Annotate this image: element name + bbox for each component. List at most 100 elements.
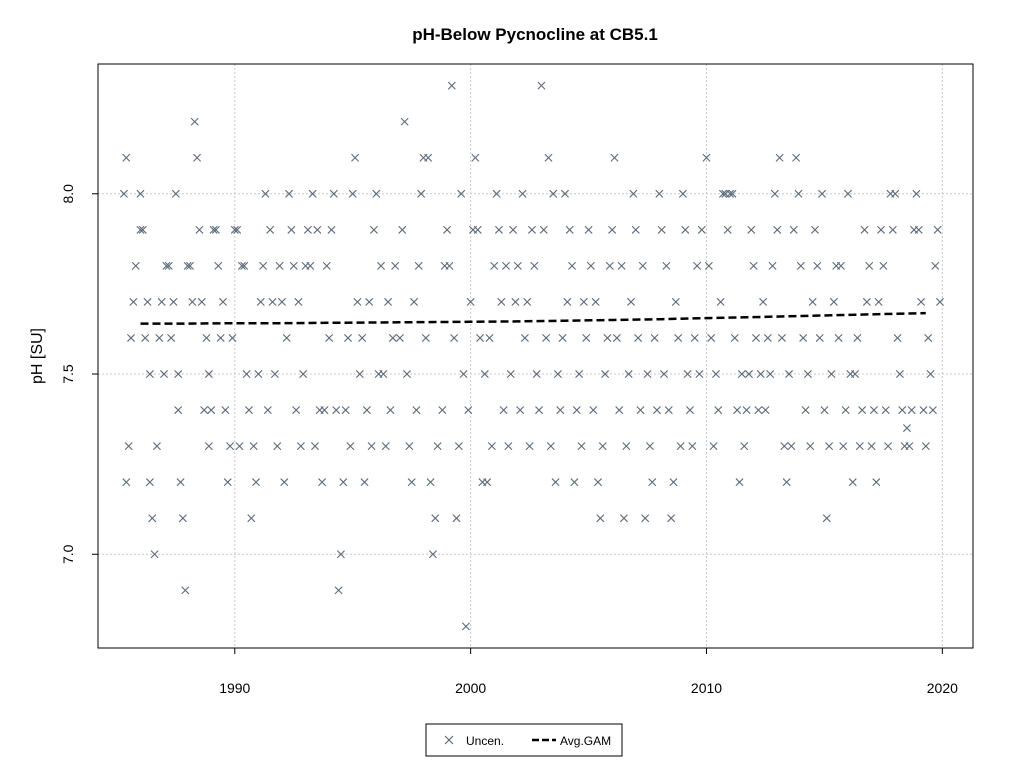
- data-point: [131, 261, 140, 270]
- data-point: [299, 370, 308, 379]
- data-point: [476, 333, 485, 342]
- data-point: [447, 81, 456, 90]
- data-point: [638, 261, 647, 270]
- data-point: [617, 261, 626, 270]
- data-point: [494, 225, 503, 234]
- data-point: [211, 225, 220, 234]
- data-point: [584, 225, 593, 234]
- data-point: [200, 406, 209, 415]
- data-point: [466, 297, 475, 306]
- data-point: [815, 333, 824, 342]
- data-point: [773, 225, 782, 234]
- data-point: [254, 370, 263, 379]
- data-point: [591, 297, 600, 306]
- data-point: [473, 225, 482, 234]
- data-point: [209, 225, 218, 234]
- data-point: [813, 261, 822, 270]
- data-point: [221, 406, 230, 415]
- data-point: [379, 370, 388, 379]
- data-point: [518, 189, 527, 198]
- data-point: [678, 189, 687, 198]
- data-point: [601, 370, 610, 379]
- legend: Uncen. Avg.GAM: [425, 723, 623, 757]
- data-point: [570, 478, 579, 487]
- data-point: [341, 406, 350, 415]
- data-point: [207, 406, 216, 415]
- data-point: [858, 406, 867, 415]
- data-point: [761, 406, 770, 415]
- data-point: [676, 442, 685, 451]
- data-point: [688, 442, 697, 451]
- data-point: [669, 478, 678, 487]
- data-point: [586, 261, 595, 270]
- data-point: [895, 370, 904, 379]
- data-point: [860, 225, 869, 234]
- data-point: [780, 442, 789, 451]
- data-point: [836, 261, 845, 270]
- data-point: [509, 225, 518, 234]
- data-point: [667, 514, 676, 523]
- x-axis: 1990 2000 2010 2020: [219, 648, 958, 696]
- data-point: [424, 153, 433, 162]
- data-point: [344, 333, 352, 342]
- data-point: [568, 261, 577, 270]
- data-point: [902, 424, 911, 433]
- y-axis: 7.0 7.5 8.0: [60, 184, 98, 564]
- data-point: [143, 297, 152, 306]
- data-point: [244, 406, 253, 415]
- data-point: [535, 406, 544, 415]
- data-point: [193, 153, 202, 162]
- data-point: [256, 297, 265, 306]
- data-point: [820, 406, 829, 415]
- data-point: [367, 442, 376, 451]
- data-point: [589, 406, 598, 415]
- data-point: [520, 333, 529, 342]
- data-point: [320, 406, 329, 415]
- data-point: [204, 370, 213, 379]
- data-point: [605, 261, 614, 270]
- data-point: [402, 370, 411, 379]
- grid: [98, 64, 973, 648]
- data-point: [202, 333, 211, 342]
- data-point: [327, 225, 336, 234]
- data-point: [565, 225, 574, 234]
- data-point: [752, 333, 761, 342]
- data-point: [426, 478, 435, 487]
- data-point: [924, 333, 933, 342]
- data-point: [497, 297, 506, 306]
- data-point: [454, 442, 463, 451]
- data-point: [579, 297, 588, 306]
- y-tick-label: 7.5: [60, 364, 76, 384]
- data-point: [412, 406, 421, 415]
- data-point: [268, 297, 277, 306]
- data-point: [575, 370, 584, 379]
- data-point: [334, 586, 343, 595]
- data-point: [582, 333, 591, 342]
- data-point: [660, 370, 669, 379]
- data-point: [438, 406, 447, 415]
- data-point: [785, 370, 794, 379]
- data-point: [608, 225, 617, 234]
- data-point: [723, 225, 732, 234]
- data-point: [631, 225, 640, 234]
- data-point: [714, 406, 723, 415]
- data-point: [754, 406, 763, 415]
- data-point: [629, 189, 638, 198]
- data-point: [398, 225, 407, 234]
- data-point: [711, 370, 720, 379]
- data-point: [148, 514, 157, 523]
- data-point: [719, 189, 727, 198]
- data-point: [190, 117, 199, 126]
- data-point: [664, 406, 673, 415]
- data-point: [452, 514, 461, 523]
- data-point: [869, 406, 878, 415]
- data-point: [169, 297, 178, 306]
- data-point: [879, 261, 888, 270]
- data-point: [235, 442, 244, 451]
- data-point: [794, 189, 803, 198]
- data-point: [740, 442, 749, 451]
- data-point: [657, 225, 666, 234]
- data-point: [162, 261, 171, 270]
- data-point: [603, 333, 612, 342]
